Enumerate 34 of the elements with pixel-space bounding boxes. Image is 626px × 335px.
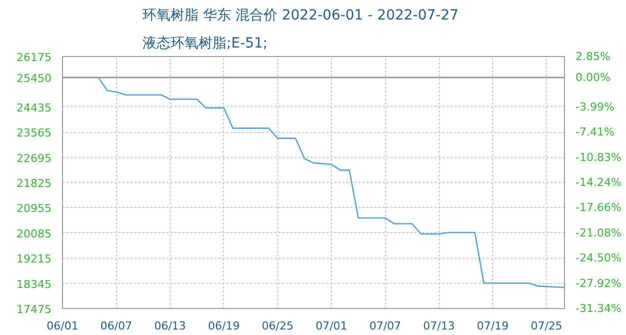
x-tick-label: 07/01 bbox=[316, 320, 348, 332]
y2-tick-label: -3.99% bbox=[576, 100, 614, 114]
y2-tick-label: -21.08% bbox=[576, 226, 622, 240]
y2-tick-label: -24.50% bbox=[576, 252, 622, 265]
y-tick-label: 19215 bbox=[16, 252, 52, 266]
y-tick-label: 24435 bbox=[16, 101, 52, 114]
x-tick-label: 07/19 bbox=[476, 320, 509, 332]
y2-tick-label: -7.41% bbox=[576, 126, 614, 139]
y-tick-label: 26175 bbox=[16, 51, 52, 64]
x-tick-label: 06/25 bbox=[262, 320, 294, 332]
y2-tick-label: -14.24% bbox=[576, 176, 622, 189]
y2-tick-label: 2.85% bbox=[576, 50, 610, 63]
y-tick-label: 20085 bbox=[16, 227, 52, 240]
x-tick-label: 06/19 bbox=[208, 320, 240, 332]
y-tick-label: 18345 bbox=[16, 278, 52, 291]
y2-tick-label: -17.66% bbox=[576, 201, 622, 214]
y-tick-label: 23565 bbox=[16, 126, 52, 140]
x-tick-label: 06/13 bbox=[154, 320, 186, 332]
chart-title: 环氧树脂 华东 混合价 2022-06-01 - 2022-07-27 bbox=[142, 8, 459, 24]
y2-tick-label: -27.92% bbox=[576, 276, 622, 290]
y-tick-label: 17475 bbox=[16, 303, 52, 316]
y-tick-label: 25450 bbox=[16, 72, 52, 85]
x-tick-label: 06/07 bbox=[100, 320, 132, 332]
chart-subtitle: 液态环氧树脂;E-51; bbox=[142, 36, 268, 52]
y2-tick-label: 0.00% bbox=[576, 71, 610, 84]
x-tick-label: 06/01 bbox=[46, 320, 78, 332]
y-tick-label: 20955 bbox=[16, 202, 52, 216]
y2-tick-label: -10.83% bbox=[576, 150, 622, 164]
x-tick-label: 07/25 bbox=[530, 320, 562, 332]
x-tick-label: 07/13 bbox=[423, 320, 455, 332]
y2-tick-label: -31.34% bbox=[576, 302, 622, 315]
y-tick-label: 21825 bbox=[16, 177, 52, 190]
x-tick-label: 07/07 bbox=[369, 320, 402, 332]
y-tick-label: 22695 bbox=[16, 152, 52, 165]
